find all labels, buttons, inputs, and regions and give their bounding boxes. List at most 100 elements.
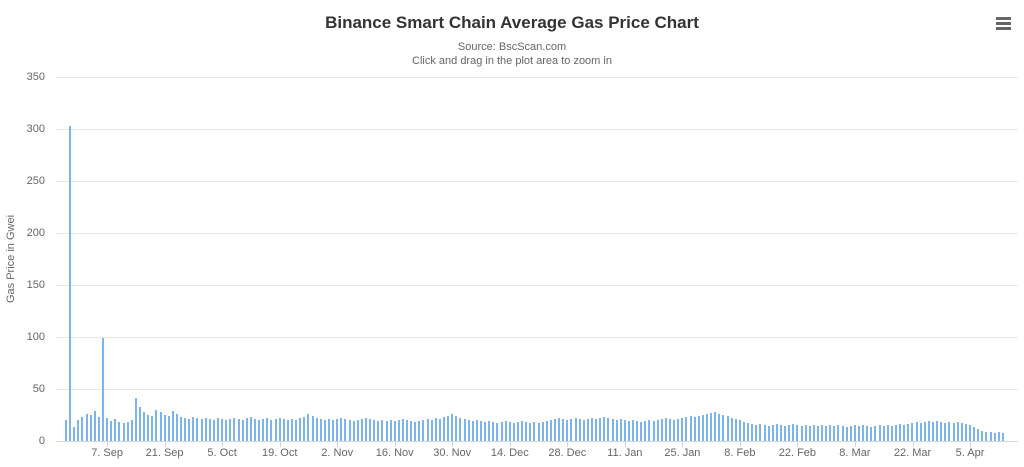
gas-price-bar[interactable] [438, 419, 441, 441]
gas-price-bar[interactable] [266, 418, 269, 441]
gas-price-bar[interactable] [685, 417, 688, 441]
gas-price-bar[interactable] [455, 416, 458, 441]
gas-price-bar[interactable] [500, 422, 503, 441]
gas-price-bar[interactable] [311, 416, 314, 441]
gas-price-bar[interactable] [274, 419, 277, 441]
gas-price-bar[interactable] [582, 420, 585, 441]
gas-price-bar[interactable] [755, 425, 758, 441]
gas-price-bar[interactable] [615, 420, 618, 441]
gas-price-bar[interactable] [997, 431, 1000, 441]
gas-price-bar[interactable] [237, 419, 240, 441]
gas-price-bar[interactable] [467, 420, 470, 441]
gas-price-bar[interactable] [619, 419, 622, 441]
gas-price-bar[interactable] [130, 420, 133, 441]
gas-price-bar[interactable] [940, 422, 943, 441]
gas-price-bar[interactable] [899, 424, 902, 441]
gas-price-bar[interactable] [258, 420, 261, 441]
gas-price-bar[interactable] [426, 419, 429, 441]
gas-price-bar[interactable] [496, 423, 499, 441]
gas-price-bar[interactable] [307, 413, 310, 441]
gas-price-bar[interactable] [443, 417, 446, 441]
gas-price-bar[interactable] [681, 418, 684, 441]
gas-price-bar[interactable] [590, 418, 593, 441]
gas-price-bar[interactable] [278, 418, 281, 441]
gas-price-bar[interactable] [907, 424, 910, 441]
gas-price-bar[interactable] [377, 421, 380, 441]
gas-price-bar[interactable] [81, 417, 84, 441]
gas-price-bar[interactable] [673, 420, 676, 441]
gas-price-bar[interactable] [837, 425, 840, 441]
gas-price-bar[interactable] [504, 421, 507, 441]
gas-price-bar[interactable] [418, 421, 421, 441]
gas-price-bar[interactable] [948, 422, 951, 441]
gas-price-bar[interactable] [356, 420, 359, 441]
gas-price-bar[interactable] [623, 420, 626, 441]
gas-price-bar[interactable] [155, 409, 158, 441]
gas-price-bar[interactable] [447, 416, 450, 441]
gas-price-bar[interactable] [414, 422, 417, 441]
gas-price-bar[interactable] [286, 420, 289, 441]
gas-price-bar[interactable] [143, 411, 146, 441]
gas-price-bar[interactable] [553, 419, 556, 441]
gas-price-bar[interactable] [97, 417, 100, 441]
gas-price-bar[interactable] [319, 419, 322, 441]
gas-price-bar[interactable] [833, 426, 836, 441]
gas-price-bar[interactable] [188, 419, 191, 441]
gas-price-bar[interactable] [344, 419, 347, 441]
gas-price-bar[interactable] [516, 422, 519, 441]
gas-price-bar[interactable] [545, 421, 548, 441]
gas-price-bar[interactable] [862, 425, 865, 441]
gas-price-bar[interactable] [537, 423, 540, 441]
gas-price-bar[interactable] [800, 426, 803, 441]
gas-price-bar[interactable] [726, 416, 729, 441]
gas-price-bar[interactable] [804, 425, 807, 441]
gas-price-bar[interactable] [607, 418, 610, 441]
gas-price-bar[interactable] [747, 423, 750, 441]
gas-price-bar[interactable] [730, 418, 733, 441]
gas-price-bar[interactable] [147, 415, 150, 441]
gas-price-bar[interactable] [566, 420, 569, 441]
gas-price-bar[interactable] [73, 427, 76, 441]
gas-price-bar[interactable] [163, 415, 166, 441]
gas-price-bar[interactable] [393, 421, 396, 441]
gas-price-bar[interactable] [767, 426, 770, 441]
gas-price-bar[interactable] [578, 419, 581, 441]
gas-price-bar[interactable] [106, 418, 109, 441]
gas-price-bar[interactable] [742, 422, 745, 441]
gas-price-bar[interactable] [701, 415, 704, 441]
gas-price-bar[interactable] [126, 422, 129, 441]
gas-price-bar[interactable] [348, 420, 351, 441]
gas-price-bar[interactable] [882, 426, 885, 441]
gas-price-bar[interactable] [118, 422, 121, 441]
gas-price-bar[interactable] [521, 421, 524, 441]
gas-price-bar[interactable] [369, 419, 372, 441]
gas-price-bar[interactable] [858, 426, 861, 441]
gas-price-bar[interactable] [434, 418, 437, 441]
gas-price-bar[interactable] [65, 420, 67, 441]
gas-price-bar[interactable] [919, 423, 922, 441]
gas-price-bar[interactable] [315, 418, 318, 441]
gas-price-bar[interactable] [336, 419, 339, 441]
gas-price-bar[interactable] [936, 421, 939, 441]
gas-price-bar[interactable] [903, 425, 906, 441]
gas-price-bar[interactable] [853, 425, 856, 441]
gas-price-bar[interactable] [541, 422, 544, 441]
gas-price-bar[interactable] [636, 421, 639, 441]
gas-price-bar[interactable] [352, 421, 355, 441]
gas-price-bar[interactable] [208, 419, 211, 441]
gas-price-bar[interactable] [763, 425, 766, 441]
gas-price-bar[interactable] [874, 426, 877, 441]
gas-price-bar[interactable] [282, 419, 285, 441]
gas-price-bar[interactable] [200, 419, 203, 441]
gas-price-bar[interactable] [430, 420, 433, 441]
gas-price-bar[interactable] [488, 421, 491, 441]
gas-price-bar[interactable] [110, 421, 113, 441]
gas-price-bar[interactable] [159, 411, 162, 441]
gas-price-bar[interactable] [233, 418, 236, 441]
gas-price-bar[interactable] [558, 418, 561, 441]
gas-price-bar[interactable] [332, 420, 335, 441]
gas-price-bar[interactable] [714, 411, 717, 441]
gas-price-bar[interactable] [985, 431, 988, 441]
gas-price-bar[interactable] [451, 413, 454, 441]
gas-price-bar[interactable] [706, 413, 708, 441]
